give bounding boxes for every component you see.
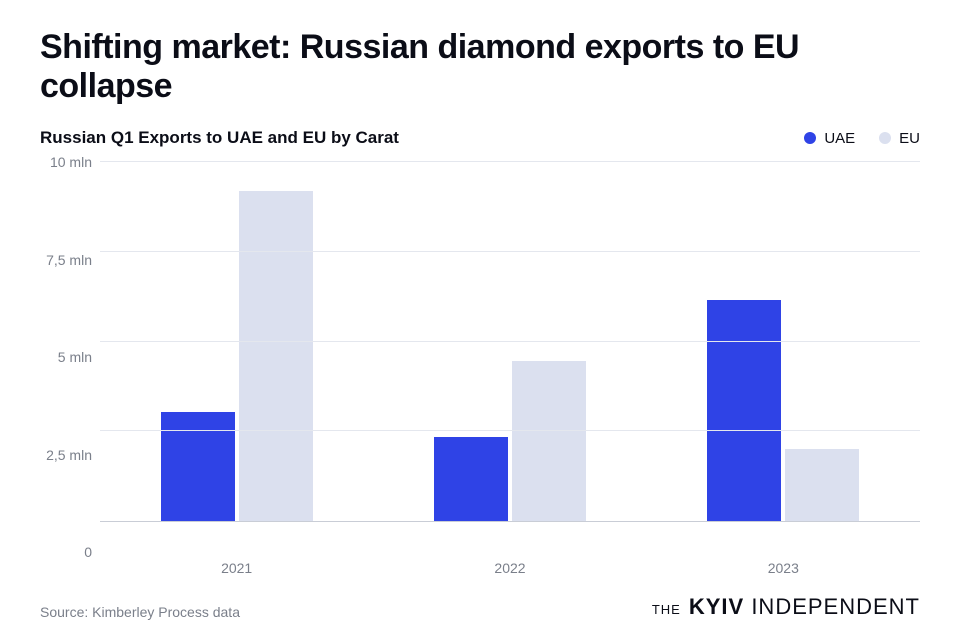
x-tick-label: 2023 (707, 560, 859, 576)
chart-area: 02,5 mln5 mln7,5 mln10 mln 202120222023 (40, 162, 920, 576)
y-tick-label: 5 mln (58, 349, 92, 365)
bar (785, 449, 859, 521)
gridline (100, 341, 920, 342)
x-tick-label: 2022 (434, 560, 586, 576)
bar-group (707, 162, 859, 521)
legend-swatch-uae (804, 132, 816, 144)
bar (512, 361, 586, 521)
legend-swatch-eu (879, 132, 891, 144)
gridline (100, 520, 920, 521)
gridline (100, 161, 920, 162)
brand-logo: THE KYIV INDEPENDENT (652, 594, 920, 620)
y-tick-label: 2,5 mln (46, 447, 92, 463)
brand-main: KYIV INDEPENDENT (689, 594, 920, 620)
x-tick-label: 2021 (161, 560, 313, 576)
y-tick-label: 7,5 mln (46, 252, 92, 268)
chart-title: Shifting market: Russian diamond exports… (40, 28, 920, 106)
x-axis: 2021 2022 2023 (100, 552, 920, 576)
bar (434, 437, 508, 521)
legend-item-eu: EU (879, 130, 920, 147)
brand-the: THE (652, 602, 681, 617)
subheader-row: Russian Q1 Exports to UAE and EU by Cara… (40, 128, 920, 148)
gridline (100, 430, 920, 431)
legend-label-uae: UAE (824, 130, 855, 147)
footer: Source: Kimberley Process data THE KYIV … (40, 594, 920, 620)
bar-group (161, 162, 313, 521)
chart-subtitle: Russian Q1 Exports to UAE and EU by Cara… (40, 128, 399, 148)
bar-groups (100, 162, 920, 521)
y-axis: 02,5 mln5 mln7,5 mln10 mln (40, 162, 100, 552)
legend-item-uae: UAE (804, 130, 855, 147)
legend: UAE EU (804, 130, 920, 147)
x-labels: 2021 2022 2023 (100, 552, 920, 576)
bar (161, 412, 235, 521)
legend-label-eu: EU (899, 130, 920, 147)
y-tick-label: 0 (84, 544, 92, 560)
y-tick-label: 10 mln (50, 154, 92, 170)
bar (239, 191, 313, 521)
plot (100, 162, 920, 522)
bar (707, 300, 781, 521)
source-text: Source: Kimberley Process data (40, 604, 240, 620)
gridline (100, 251, 920, 252)
bar-group (434, 162, 586, 521)
